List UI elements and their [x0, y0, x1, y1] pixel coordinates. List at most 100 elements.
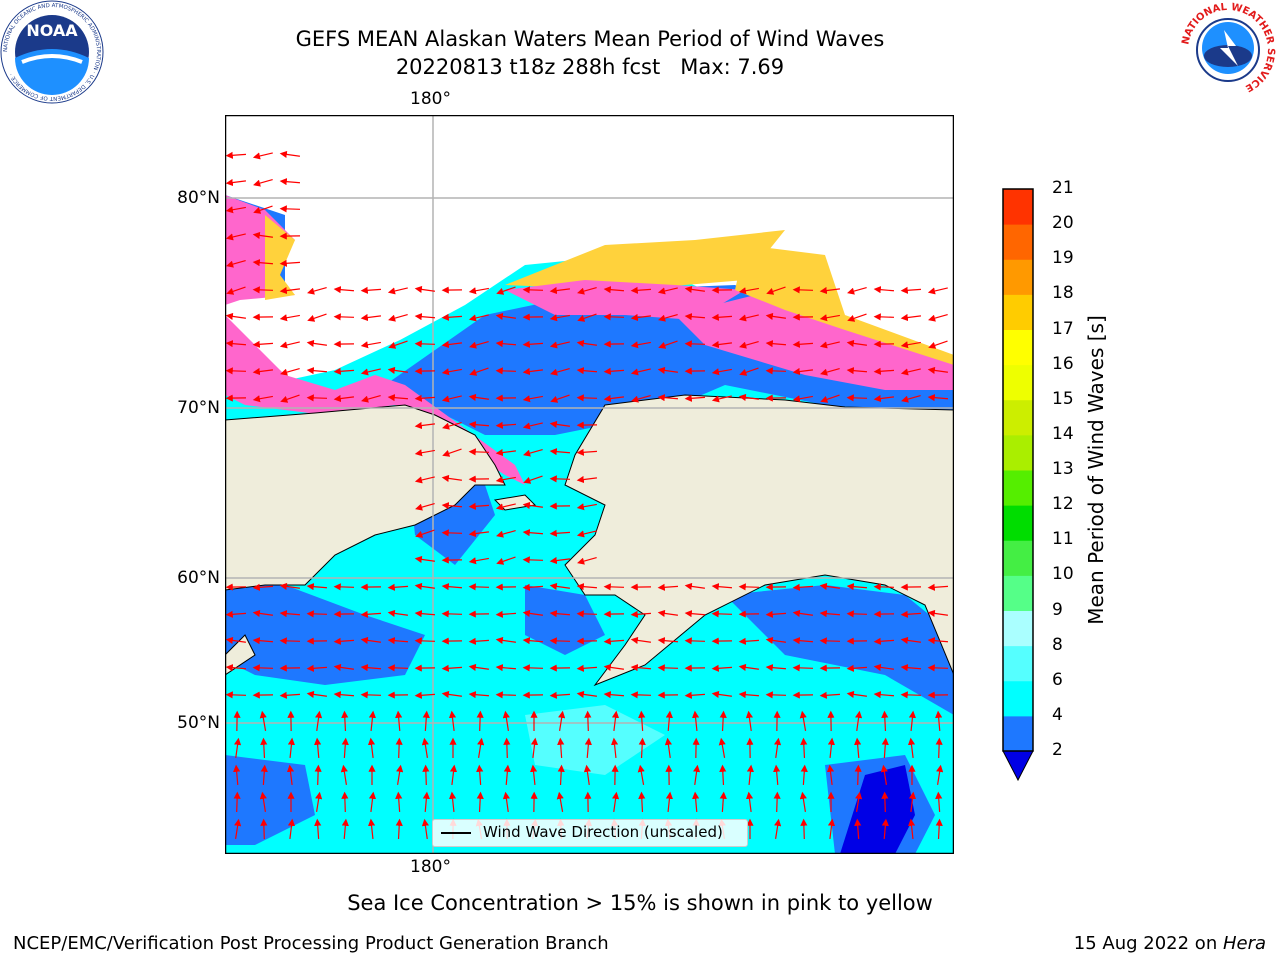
- wave-arrow: [340, 764, 348, 785]
- colorbar-band: [1003, 294, 1033, 330]
- wave-arrow: [576, 583, 598, 591]
- wave-arrow: [657, 637, 679, 645]
- wave-arrow: [576, 339, 597, 347]
- wave-arrow: [259, 710, 267, 731]
- wave-arrow: [468, 393, 489, 401]
- wave-arrow: [577, 556, 597, 565]
- wave-arrow: [368, 791, 377, 813]
- wave-arrow: [799, 791, 807, 812]
- wave-arrow: [414, 582, 435, 590]
- wave-arrow: [280, 394, 300, 403]
- sea-ice-beaufort-edge: [735, 245, 954, 365]
- wave-arrow: [225, 151, 247, 159]
- colorbar-band: [1003, 434, 1033, 471]
- wave-arrow: [638, 737, 646, 759]
- colorbar-tick-label: 10: [1052, 564, 1074, 585]
- wave-arrow: [665, 710, 673, 732]
- wave-arrow: [900, 691, 922, 699]
- map-frame: [225, 115, 954, 854]
- wave-arrow: [333, 583, 355, 591]
- wave-arrow: [502, 710, 510, 731]
- wave-arrow: [260, 818, 268, 840]
- colorbar-band: [1003, 680, 1033, 717]
- wave-arrow: [854, 764, 862, 786]
- wave-arrow: [549, 475, 571, 483]
- wave-arrow: [630, 636, 651, 644]
- colorbar-band: [1003, 715, 1033, 752]
- wave-arrow: [307, 286, 327, 295]
- wave-arrow: [603, 367, 625, 375]
- footer-host: Hera: [1222, 933, 1266, 954]
- wave-arrow: [558, 710, 566, 731]
- wave-arrow: [927, 394, 949, 402]
- wave-arrow: [306, 394, 328, 402]
- wave-arrow: [549, 314, 570, 322]
- wave-arrow: [415, 502, 435, 511]
- colorbar-tick-label: 4: [1052, 704, 1063, 725]
- wave-arrow: [341, 737, 349, 759]
- legend-label: Wind Wave Direction (unscaled): [483, 823, 723, 841]
- wave-arrow: [468, 448, 490, 456]
- wave-arrow: [252, 609, 273, 617]
- wave-arrow: [306, 583, 328, 591]
- wave-arrow: [584, 737, 592, 759]
- colorbar-tick-label: 21: [1052, 178, 1074, 198]
- wave-arrow: [738, 393, 759, 401]
- wave-arrow: [657, 664, 679, 672]
- wave-arrow: [576, 530, 597, 538]
- colorbar-tick-label: 9: [1052, 599, 1063, 620]
- wave-arrow: [414, 691, 436, 699]
- colorbar-tick-label: 12: [1052, 494, 1074, 515]
- wave-arrow: [468, 663, 489, 671]
- colorbar-band: [1003, 610, 1033, 647]
- wave-arrow: [388, 340, 408, 349]
- wave-arrow: [279, 314, 300, 322]
- wave-arrow: [792, 664, 814, 672]
- wave-arrow: [881, 737, 889, 759]
- wave-arrow: [360, 368, 381, 376]
- wave-arrow: [746, 764, 755, 786]
- wave-arrow: [442, 448, 462, 457]
- colorbar-band: [1003, 329, 1033, 366]
- wave-arrow: [253, 205, 273, 214]
- wave-arrow: [900, 610, 922, 618]
- wave-arrow: [792, 583, 814, 591]
- wave-arrow: [360, 636, 381, 644]
- wave-arrow: [279, 259, 301, 267]
- wave-arrow: [279, 205, 301, 213]
- wave-arrow: [333, 367, 355, 375]
- wave-arrow: [449, 764, 458, 786]
- wave-arrow: [468, 583, 490, 591]
- wave-arrow: [441, 610, 463, 618]
- wave-arrow: [549, 448, 571, 456]
- wave-arrow: [225, 367, 247, 375]
- wave-arrow: [522, 609, 543, 617]
- wave-arrow: [522, 501, 543, 509]
- wave-arrow: [422, 791, 430, 813]
- wave-arrow: [225, 312, 246, 320]
- wave-arrow: [360, 341, 381, 349]
- wave-arrow: [234, 818, 242, 839]
- wave-arrow: [745, 710, 753, 731]
- wave-arrow: [603, 286, 625, 294]
- wave-arrow: [684, 610, 706, 618]
- wave-arrow: [549, 610, 571, 618]
- wave-arrow: [496, 556, 516, 565]
- wave-arrow: [873, 313, 895, 321]
- wave-arrow: [657, 609, 678, 617]
- wave-arrow: [495, 476, 516, 484]
- wave-arrow: [225, 691, 247, 699]
- wave-arrow: [441, 395, 462, 403]
- wave-arrow: [495, 610, 517, 618]
- wave-arrow: [611, 710, 620, 732]
- wave-arrow: [739, 340, 759, 349]
- wave-arrow: [630, 341, 651, 349]
- wave-arrow: [873, 367, 895, 375]
- wave-arrow: [745, 791, 754, 813]
- wave-arrow: [576, 690, 597, 698]
- footer-credit: NCEP/EMC/Verification Post Processing Pr…: [13, 933, 609, 954]
- colorbar: [1002, 188, 1034, 782]
- wave-arrow: [739, 367, 759, 376]
- wave-arrow: [306, 339, 327, 347]
- wave-arrow: [314, 818, 322, 840]
